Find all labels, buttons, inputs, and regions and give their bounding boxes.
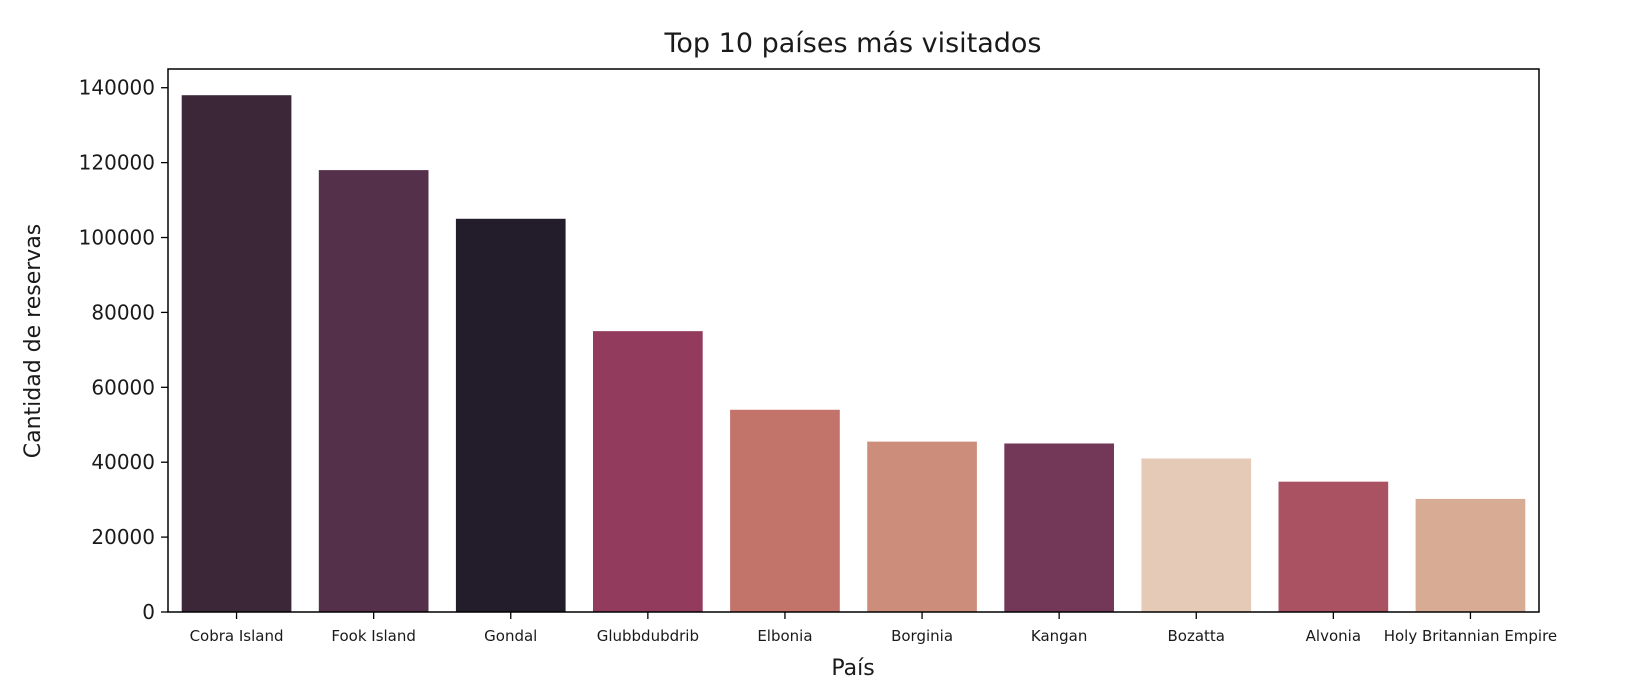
bar	[867, 441, 977, 612]
x-tick-label: Glubbdubdrib	[597, 627, 699, 645]
x-tick-label: Kangan	[1031, 627, 1088, 645]
y-tick-label: 120000	[79, 151, 155, 175]
plot-area	[167, 68, 1540, 613]
y-tick-label: 60000	[91, 375, 155, 399]
chart-title: Top 10 países más visitados	[664, 28, 1042, 59]
x-tick-label: Holy Britannian Empire	[1384, 627, 1557, 645]
bar	[1415, 498, 1526, 612]
y-tick-label: 0	[142, 600, 155, 624]
bar	[181, 95, 292, 612]
bar	[730, 409, 840, 612]
bar	[1004, 443, 1114, 612]
x-tick-label: Cobra Island	[190, 627, 284, 645]
bars-group	[181, 95, 1526, 613]
x-tick-label: Borginia	[891, 627, 953, 645]
x-tick-label: Alvonia	[1306, 627, 1361, 645]
y-tick-label: 100000	[79, 226, 155, 250]
y-tick-label: 80000	[91, 300, 155, 324]
bar	[1141, 458, 1252, 612]
y-tick-label: 20000	[91, 525, 155, 549]
bar	[455, 218, 566, 613]
x-tick-label: Elbonia	[757, 627, 812, 645]
bar	[593, 331, 703, 612]
y-tick-label: 40000	[91, 450, 155, 474]
y-axis: 0 20000 40000 60000 80000 100000 120000 140000	[79, 76, 168, 624]
bar	[1278, 481, 1389, 612]
y-tick-label: 140000	[79, 76, 155, 100]
bar	[318, 170, 429, 613]
x-axis: Cobra Island Fook Island Gondal Glubbdubdri…	[190, 612, 1557, 645]
x-tick-label: Bozatta	[1168, 627, 1226, 645]
x-tick-label: Gondal	[484, 627, 537, 645]
y-axis-label: Cantidad de reservas	[21, 224, 46, 459]
x-axis-label: País	[831, 656, 874, 681]
x-tick-label: Fook Island	[331, 627, 416, 645]
plot-frame	[167, 68, 1540, 613]
